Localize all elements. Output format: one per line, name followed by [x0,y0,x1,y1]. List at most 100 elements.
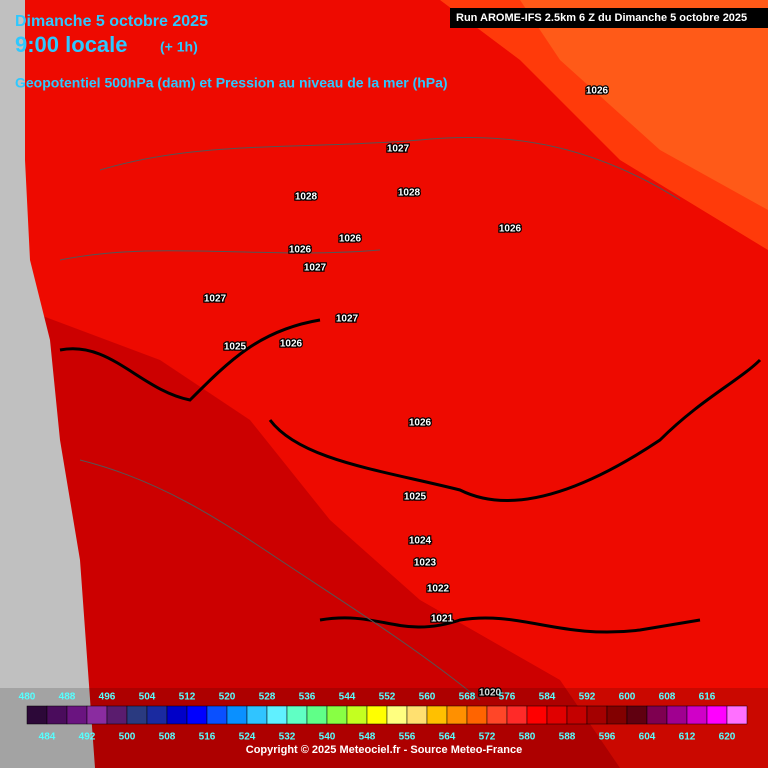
legend-swatch [186,705,208,725]
legend-label: 480 [19,692,36,703]
legend-label: 600 [619,692,636,703]
legend-label: 620 [719,732,736,743]
legend-label: 536 [299,692,316,703]
legend-swatch [386,705,408,725]
legend-label: 540 [319,732,336,743]
legend-label: 596 [599,732,616,743]
isobar-label: 1027 [204,294,227,305]
isobar-label: 1026 [586,86,609,97]
legend-label: 528 [259,692,276,703]
isobar-label: 1022 [427,584,450,595]
legend-swatch [46,705,68,725]
legend-swatch [166,705,188,725]
isobar-label: 1026 [280,339,303,350]
isobar-label: 1025 [404,492,427,503]
legend-swatch [66,705,88,725]
legend-swatch [446,705,468,725]
isobar-label: 1027 [387,144,410,155]
run-box [450,8,768,28]
legend-swatch [486,705,508,725]
legend-swatch [146,705,168,725]
legend-label: 612 [679,732,696,743]
isobar-label: 1026 [289,245,312,256]
legend-swatch [206,705,228,725]
legend-swatch [706,705,728,725]
title: Geopotentiel 500hPa (dam) et Pression au… [15,75,448,91]
legend-swatch [626,705,648,725]
legend-label: 560 [419,692,436,703]
legend-label: 532 [279,732,296,743]
zone-light [520,0,768,210]
legend-label: 508 [159,732,176,743]
legend-label: 492 [79,732,96,743]
isobar-label: 1026 [409,418,432,429]
legend-swatch [286,705,308,725]
legend-label: 544 [339,692,356,703]
isobar-label: 1021 [431,614,454,625]
run-info: Run AROME-IFS 2.5km 6 Z du Dimanche 5 oc… [456,12,747,24]
borders [59,137,681,701]
legend-label: 568 [459,692,476,703]
legend-swatch [346,705,368,725]
legend-label: 496 [99,692,116,703]
legend-swatch [26,705,48,725]
legend-swatch [566,705,588,725]
legend-label: 512 [179,692,196,703]
legend-label: 556 [399,732,416,743]
legend-label: 584 [539,692,556,703]
legend-label: 500 [119,732,136,743]
zone-dark [0,300,620,768]
time: 9:00 locale [15,32,128,57]
legend-swatch [506,705,528,725]
legend-swatch [466,705,488,725]
legend-swatch [426,705,448,725]
legend-swatch [306,705,328,725]
legend-swatch [406,705,428,725]
legend-swatch [106,705,128,725]
isobar-label: 1023 [414,558,437,569]
legend-swatch [686,705,708,725]
isobar-label: 1027 [304,263,327,274]
legend-swatch [366,705,388,725]
legend-swatch [606,705,628,725]
legend-label: 504 [139,692,156,703]
legend-label: 572 [479,732,496,743]
legend-swatch [126,705,148,725]
isobar-label: 1028 [398,188,421,199]
isobar-label: 1027 [336,314,359,325]
isobar-label: 1028 [295,192,318,203]
legend-background [0,688,768,768]
legend-label: 488 [59,692,76,703]
legend-swatch [526,705,548,725]
legend-swatch [666,705,688,725]
legend-label: 576 [499,692,516,703]
legend-label: 548 [359,732,376,743]
sea-mask [0,0,95,768]
coastline-contour [59,318,762,634]
legend-swatch [326,705,348,725]
legend-swatch [226,705,248,725]
isobar-label: 1025 [224,342,247,353]
legend-label: 604 [639,732,656,743]
isobar-label: 1024 [409,536,432,547]
isobar-label: 1026 [339,234,362,245]
legend-label: 616 [699,692,716,703]
offset: (+ 1h) [160,39,198,55]
copyright: Copyright © 2025 Meteociel.fr - Source M… [246,744,522,756]
legend-swatch [586,705,608,725]
legend-label: 524 [239,732,256,743]
legend-swatch [246,705,268,725]
legend-label: 580 [519,732,536,743]
legend-label: 564 [439,732,456,743]
legend-label: 608 [659,692,676,703]
isobar-label: 1020 [479,688,502,699]
legend-swatch [266,705,288,725]
legend-swatch [86,705,108,725]
legend-swatch [646,705,668,725]
isobar-label: 1026 [499,224,522,235]
legend-label: 520 [219,692,236,703]
legend-swatch [726,705,748,725]
legend-label: 592 [579,692,596,703]
legend-label: 516 [199,732,216,743]
